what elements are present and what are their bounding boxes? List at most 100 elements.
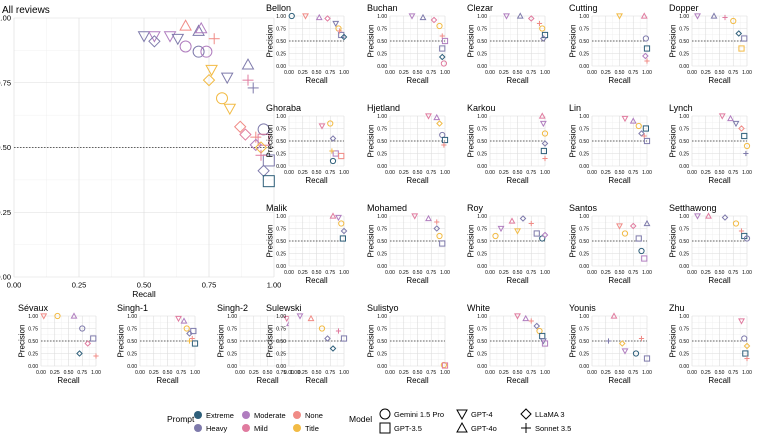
y-tick-label: 0.75 (579, 326, 589, 332)
legend-model-symbol (379, 422, 391, 434)
legend-model-symbol (379, 408, 391, 420)
data-point (540, 35, 547, 42)
x-tick-label: 0.75 (526, 170, 536, 176)
x-tick-label: 0.00 (284, 170, 294, 176)
data-point (638, 130, 645, 137)
data-point (76, 350, 83, 357)
y-axis-label: Precision (669, 125, 678, 158)
data-point (722, 14, 728, 21)
panel-title: Singh-2 (217, 303, 248, 313)
y-tick-label: 1.00 (377, 14, 387, 20)
y-tick-label: 0.00 (679, 64, 689, 70)
data-point (315, 13, 323, 21)
x-tick-label: 0.25 (601, 170, 611, 176)
y-axis-label: Precision (669, 325, 678, 358)
y-tick-label: 1.00 (0, 14, 11, 23)
y-axis-label: Precision (467, 25, 476, 58)
legend-model-label: Sonnet 3.5 (535, 424, 571, 433)
data-point (741, 335, 748, 342)
y-axis-label: Precision (367, 25, 376, 58)
y-tick-label: 1.00 (679, 314, 689, 320)
y-tick-label: 0.75 (276, 226, 286, 232)
y-tick-label: 0.75 (679, 226, 689, 232)
data-point (425, 113, 432, 120)
data-point (616, 223, 623, 230)
x-tick-label: 0.50 (312, 170, 322, 176)
data-point (239, 128, 252, 141)
y-axis-label: Precision (266, 125, 275, 158)
y-tick-label: 0.50 (28, 339, 38, 345)
y-tick-label: 0.00 (28, 364, 38, 370)
y-tick-label: 1.00 (679, 14, 689, 20)
data-point (643, 137, 651, 145)
x-tick-label: 0.75 (426, 370, 436, 376)
x-axis-label: Recall (506, 176, 528, 185)
data-point (441, 142, 447, 148)
data-point (439, 33, 445, 39)
legend-prompt-label: None (305, 411, 323, 420)
data-point (337, 28, 343, 34)
x-tick-label: 0.75 (628, 170, 638, 176)
x-tick-label: 0.50 (312, 370, 322, 376)
y-tick-label: 0.25 (679, 151, 689, 157)
y-tick-label: 0.50 (679, 139, 689, 145)
data-point (433, 225, 441, 232)
data-point (694, 13, 701, 20)
data-point (241, 58, 255, 70)
x-tick-label: 0.50 (137, 281, 152, 290)
x-tick-label: 0.50 (413, 170, 423, 176)
y-tick-label: 0.25 (679, 51, 689, 57)
panel-title: Clezar (467, 3, 493, 13)
x-tick-label: 0.25 (601, 270, 611, 276)
data-point (430, 16, 438, 24)
data-point (744, 355, 750, 362)
x-tick-label: 0.75 (526, 370, 536, 376)
y-tick-label: 0.00 (0, 273, 11, 282)
data-point (638, 247, 645, 255)
data-point (288, 12, 295, 20)
data-point (441, 136, 449, 144)
x-tick-label: 0.00 (284, 370, 294, 376)
y-tick-label: 0.75 (377, 226, 387, 232)
y-axis-label: Precision (217, 325, 226, 358)
y-tick-label: 0.50 (477, 139, 487, 145)
y-tick-label: 0.00 (679, 364, 689, 370)
data-point (629, 117, 637, 124)
x-tick-label: 1.00 (440, 70, 450, 76)
data-point (738, 45, 745, 52)
data-point (642, 35, 650, 42)
y-tick-label: 0.50 (579, 339, 589, 345)
y-tick-label: 0.50 (0, 143, 11, 152)
x-axis-label: Recall (305, 376, 327, 385)
data-point (408, 13, 416, 20)
legend-model-label: GPT-4 (471, 410, 493, 419)
x-axis-label: Recall (506, 376, 528, 385)
data-point (186, 338, 193, 344)
data-point (621, 115, 629, 123)
y-tick-label: 0.25 (377, 51, 387, 57)
data-point (179, 19, 192, 31)
data-point (536, 20, 543, 27)
data-point (175, 315, 182, 323)
data-point (643, 45, 651, 52)
x-tick-label: 0.75 (325, 270, 335, 276)
legend-prompt-label: Heavy (206, 424, 228, 433)
x-tick-label: 1.00 (540, 170, 550, 176)
y-tick-label: 0.50 (477, 239, 487, 245)
data-point (194, 21, 208, 34)
data-point (640, 12, 648, 19)
x-tick-label: 1.00 (339, 270, 349, 276)
data-point (621, 230, 629, 237)
y-tick-label: 0.25 (579, 351, 589, 357)
x-tick-label: 0.25 (72, 281, 87, 290)
panel-title: Roy (467, 203, 484, 213)
y-axis-label: Precision (266, 325, 275, 358)
x-tick-label: 0.25 (499, 170, 509, 176)
y-tick-label: 0.75 (276, 126, 286, 132)
y-tick-label: 1.00 (579, 14, 589, 20)
data-point (329, 135, 337, 142)
x-axis-label: Recall (608, 76, 630, 85)
data-point (503, 13, 510, 20)
panel-title: Sulewski (266, 303, 302, 313)
x-tick-label: 0.75 (526, 70, 536, 76)
